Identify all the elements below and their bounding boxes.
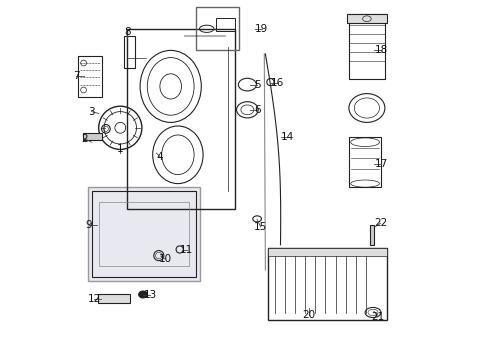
Bar xyxy=(346,14,386,23)
Bar xyxy=(98,294,130,303)
Text: 4: 4 xyxy=(156,152,163,162)
Bar xyxy=(267,248,386,256)
Text: 12: 12 xyxy=(87,294,101,304)
Text: 22: 22 xyxy=(373,218,386,228)
Text: 19: 19 xyxy=(255,24,268,34)
Text: 1: 1 xyxy=(117,144,123,154)
Text: 15: 15 xyxy=(254,222,267,232)
Bar xyxy=(215,18,235,31)
Text: 2: 2 xyxy=(81,134,87,144)
Bar xyxy=(127,29,235,209)
Bar xyxy=(267,248,386,320)
Text: 6: 6 xyxy=(253,105,260,115)
Bar xyxy=(99,202,188,266)
Text: 3: 3 xyxy=(88,107,95,117)
Text: 5: 5 xyxy=(253,80,260,90)
Text: 7: 7 xyxy=(73,71,79,81)
Text: 18: 18 xyxy=(374,45,387,55)
Text: 13: 13 xyxy=(143,290,157,300)
Bar xyxy=(348,137,381,187)
Text: 17: 17 xyxy=(374,159,387,169)
Text: 16: 16 xyxy=(270,78,284,88)
Bar xyxy=(369,225,373,245)
Bar xyxy=(78,56,102,97)
Bar xyxy=(123,36,134,68)
Bar xyxy=(88,187,199,281)
Text: 11: 11 xyxy=(180,245,193,255)
Text: 10: 10 xyxy=(159,254,171,264)
Text: 9: 9 xyxy=(85,220,92,230)
Bar xyxy=(348,14,384,79)
Text: 8: 8 xyxy=(124,27,131,37)
Text: 14: 14 xyxy=(280,132,293,142)
Text: 21: 21 xyxy=(370,312,384,322)
Bar xyxy=(91,191,196,277)
Bar xyxy=(196,7,239,50)
Text: 20: 20 xyxy=(302,310,315,320)
Ellipse shape xyxy=(139,291,147,298)
Bar xyxy=(82,133,102,140)
